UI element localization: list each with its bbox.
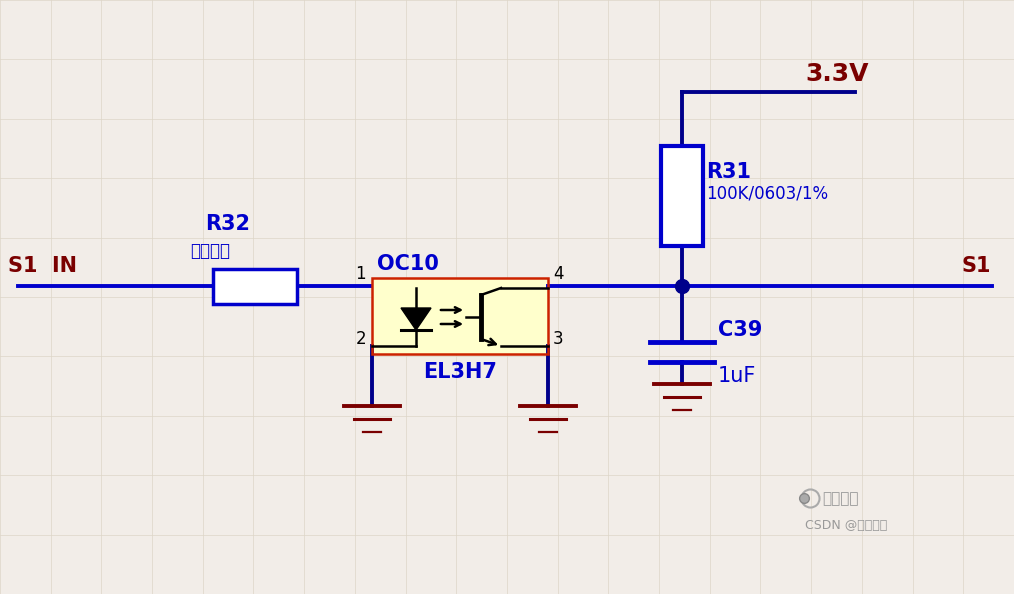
Text: CSDN @汸辰所致: CSDN @汸辰所致 xyxy=(805,519,887,532)
Text: R32: R32 xyxy=(205,214,250,234)
Text: R31: R31 xyxy=(706,162,751,182)
Text: 1: 1 xyxy=(355,265,366,283)
Text: OC10: OC10 xyxy=(377,254,439,274)
Text: S1  IN: S1 IN xyxy=(8,256,77,276)
Text: S1: S1 xyxy=(962,256,992,276)
Polygon shape xyxy=(401,308,431,330)
Text: 1uF: 1uF xyxy=(718,366,756,386)
Text: 4: 4 xyxy=(553,265,564,283)
Text: 3: 3 xyxy=(553,330,564,348)
Text: 2: 2 xyxy=(355,330,366,348)
Text: 3.3V: 3.3V xyxy=(805,62,869,86)
Text: 100K/0603/1%: 100K/0603/1% xyxy=(706,184,828,202)
Text: 限流电阱: 限流电阱 xyxy=(190,242,230,260)
Bar xyxy=(372,278,548,354)
Bar xyxy=(213,268,297,304)
Text: 汸辰所致: 汸辰所致 xyxy=(822,491,859,506)
Bar xyxy=(661,146,703,246)
Bar xyxy=(372,278,548,354)
Text: EL3H7: EL3H7 xyxy=(423,362,497,382)
Text: C39: C39 xyxy=(718,320,763,340)
